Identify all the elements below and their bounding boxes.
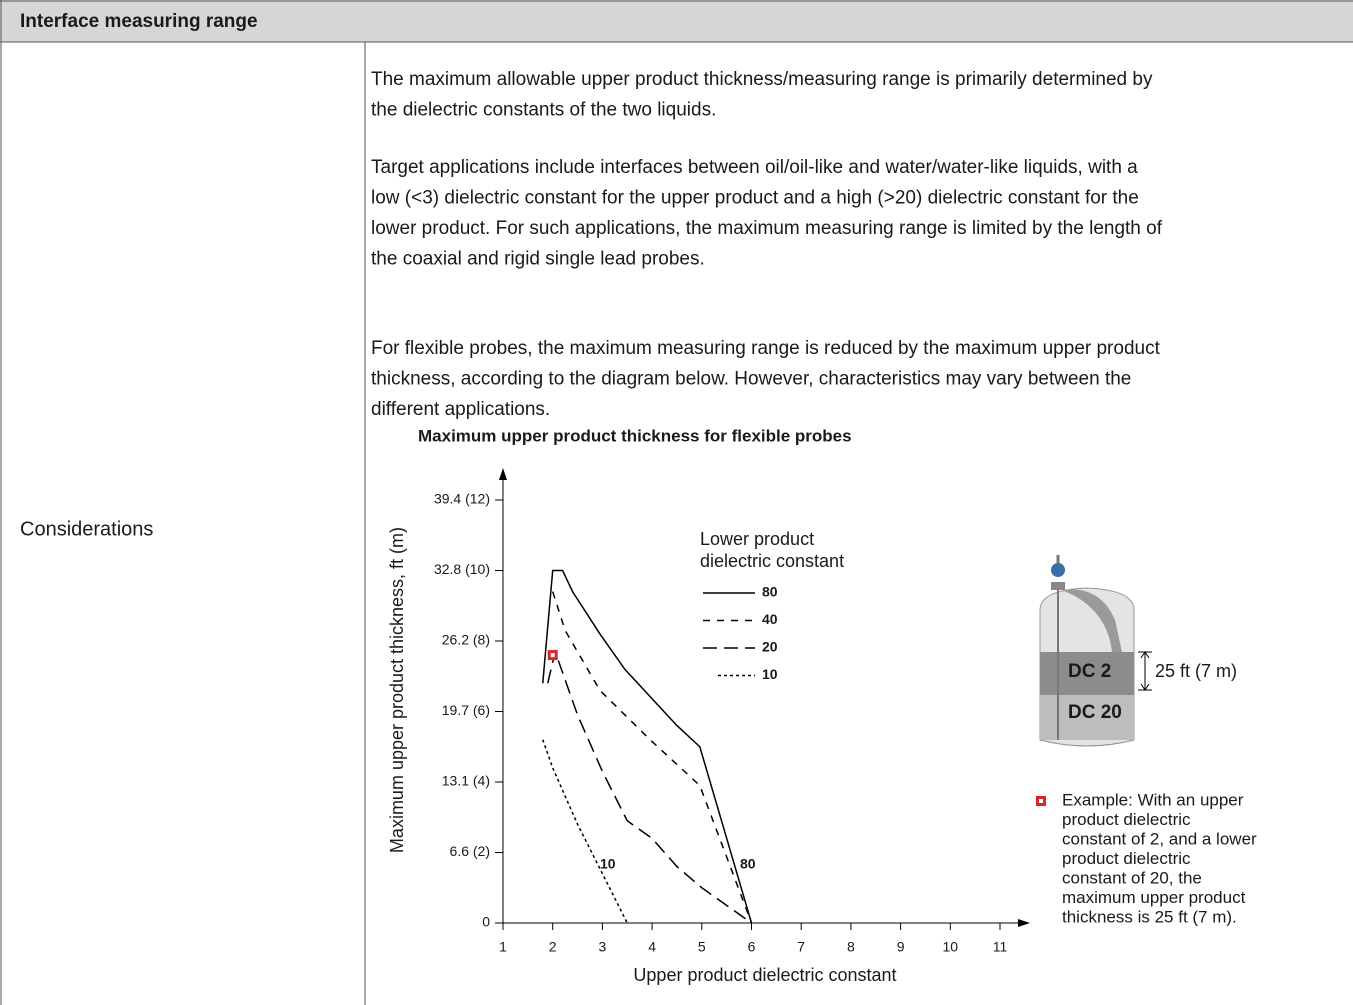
x-tick-label: 2 — [549, 939, 557, 955]
series-line — [548, 652, 752, 923]
example-note: product dielectric — [1062, 849, 1191, 868]
x-tick-label: 10 — [943, 939, 959, 955]
axis-arrow — [499, 468, 507, 480]
y-tick-label: 19.7 (6) — [442, 702, 490, 718]
legend-title: Lower product — [700, 529, 814, 549]
paragraph-line: the dielectric constants of the two liqu… — [371, 100, 716, 121]
y-tick-label: 0 — [482, 914, 490, 930]
legend-label: 20 — [762, 639, 778, 655]
legend-label: 80 — [762, 584, 778, 600]
curve-label: 10 — [600, 856, 616, 872]
document: Interface measuring range Considerations… — [0, 0, 1353, 1005]
paragraph-line: For flexible probes, the maximum measuri… — [371, 338, 1161, 359]
example-note: product dielectric — [1062, 810, 1191, 829]
legend-label: 40 — [762, 611, 778, 627]
x-tick-label: 4 — [648, 939, 656, 955]
chart-title: Maximum upper product thickness for flex… — [418, 426, 852, 445]
paragraph-line: the coaxial and rigid single lead probes… — [371, 249, 705, 270]
x-tick-label: 6 — [748, 939, 756, 955]
example-point-inner — [551, 653, 555, 657]
tank-lower-label: DC 20 — [1068, 702, 1122, 723]
x-tick-label: 3 — [599, 939, 607, 955]
example-note: Example: With an upper — [1062, 790, 1244, 809]
page: Interface measuring range Considerations… — [0, 0, 1353, 1005]
legend-title: dielectric constant — [700, 551, 844, 571]
y-tick-label: 6.6 (2) — [450, 843, 490, 859]
tank-upper-label: DC 2 — [1068, 661, 1111, 682]
x-tick-label: 8 — [847, 939, 855, 955]
paragraph-line: The maximum allowable upper product thic… — [371, 69, 1153, 90]
row-label: Considerations — [20, 518, 153, 540]
x-tick-label: 7 — [797, 939, 805, 955]
series-line — [543, 571, 752, 924]
example-note: thickness is 25 ft (7 m). — [1062, 907, 1237, 926]
x-axis-label: Upper product dielectric constant — [633, 965, 896, 985]
legend-label: 10 — [762, 666, 778, 682]
axis-arrow — [1018, 919, 1030, 927]
example-note: constant of 2, and a lower — [1062, 829, 1257, 848]
x-tick-label: 5 — [698, 939, 706, 955]
bullet-inner — [1039, 799, 1043, 803]
y-tick-label: 26.2 (8) — [442, 632, 490, 648]
y-axis-label: Maximum upper product thickness, ft (m) — [387, 527, 407, 853]
paragraph-line: low (<3) dielectric constant for the upp… — [371, 188, 1139, 209]
x-tick-label: 1 — [499, 939, 507, 955]
header-title: Interface measuring range — [20, 11, 258, 32]
y-tick-label: 39.4 (12) — [434, 491, 490, 507]
curve-label: 80 — [740, 856, 756, 872]
paragraph-line: thickness, according to the diagram belo… — [371, 369, 1131, 390]
paragraph-line: different applications. — [371, 399, 550, 420]
example-note: constant of 20, the — [1062, 868, 1202, 887]
x-tick-label: 11 — [993, 939, 1008, 955]
paragraph-line: lower product. For such applications, th… — [371, 218, 1163, 239]
y-tick-label: 32.8 (10) — [434, 561, 490, 577]
paragraph-line: Target applications include interfaces b… — [371, 157, 1138, 178]
tank-height-label: 25 ft (7 m) — [1155, 661, 1237, 681]
example-note: maximum upper product — [1062, 888, 1246, 907]
y-tick-label: 13.1 (4) — [442, 773, 490, 789]
x-tick-label: 9 — [897, 939, 905, 955]
series-line — [553, 592, 752, 923]
series-line — [543, 740, 627, 923]
